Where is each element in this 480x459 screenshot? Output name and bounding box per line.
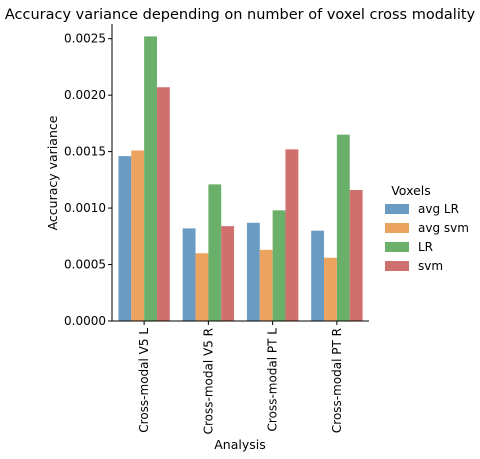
bar-avg-svm-4 <box>324 257 337 321</box>
legend-swatch <box>385 223 409 233</box>
y-tick-label: 0.0025 <box>64 32 106 46</box>
bar-avg-lr-4 <box>311 230 325 321</box>
x-axis: Cross-modal V5 L Cross-modal V5 R Cross-mo… <box>112 320 369 434</box>
x-axis-label: Analysis <box>214 437 266 452</box>
bar-avg-lr-3 <box>246 222 260 321</box>
bar-svm-3 <box>285 149 299 321</box>
bar-lr-4 <box>336 134 350 321</box>
legend: Voxels avg LR avg svm LR svm <box>385 183 469 273</box>
x-tick-label: Cross-modal V5 R <box>201 328 215 434</box>
bar-lr-3 <box>272 210 286 321</box>
x-tick-label: Cross-modal V5 L <box>137 328 151 433</box>
legend-swatch <box>385 242 409 252</box>
legend-entry: avg svm <box>418 221 469 235</box>
x-tick-label: Cross-modal PT L <box>266 328 280 432</box>
y-tick-label: 0.0010 <box>64 201 106 215</box>
x-tick-label: Cross-modal PT R <box>330 328 344 433</box>
y-tick-label: 0.0020 <box>64 88 106 102</box>
y-axis-label: Accuracy variance <box>45 115 60 230</box>
bar-avg-svm-3 <box>259 249 273 321</box>
bar-avg-lr-1 <box>118 156 132 321</box>
legend-entry: avg LR <box>418 202 459 216</box>
legend-swatch <box>385 261 409 271</box>
y-tick-label: 0.0005 <box>64 258 106 272</box>
bars-group <box>118 36 363 322</box>
bar-svm-1 <box>156 87 170 322</box>
bar-svm-2 <box>221 226 235 321</box>
bar-svm-4 <box>349 190 363 321</box>
y-tick-label: 0.0000 <box>64 314 106 328</box>
legend-entry: svm <box>418 259 443 273</box>
bar-avg-svm-2 <box>195 253 209 321</box>
legend-swatch <box>385 204 409 214</box>
chart-title: Accuracy variance depending on number of… <box>5 7 476 23</box>
legend-title: Voxels <box>391 183 431 198</box>
y-tick-label: 0.0015 <box>64 145 106 159</box>
y-axis: 0.0000 0.0005 0.0010 0.0015 0.0020 0.0025 <box>64 24 113 328</box>
bar-avg-lr-2 <box>182 228 196 321</box>
legend-entry: LR <box>418 240 433 254</box>
bar-lr-2 <box>208 184 222 321</box>
bar-lr-1 <box>144 36 157 322</box>
bar-avg-svm-1 <box>131 150 145 321</box>
